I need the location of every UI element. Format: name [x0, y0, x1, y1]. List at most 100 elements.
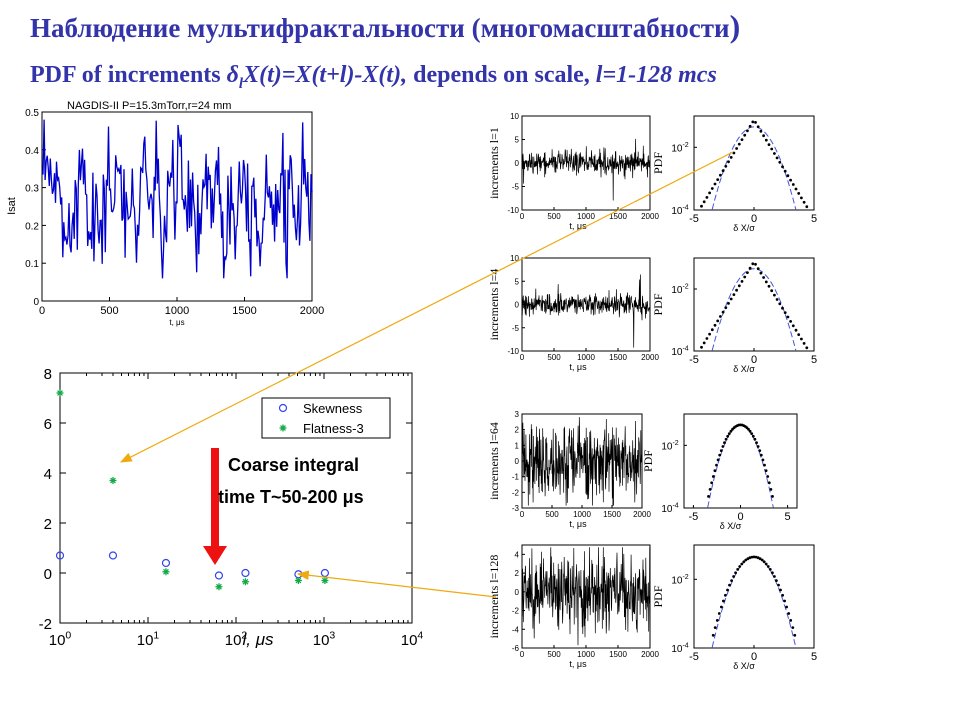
increment-xtick-label-2-4: 2000 [633, 510, 651, 519]
increment-ytick-label-2-5: 2 [515, 426, 520, 435]
pdf-point [783, 311, 787, 314]
skewness-point [320, 568, 330, 578]
pdf-point [773, 575, 776, 578]
pdf-point [738, 565, 742, 568]
increment-panel-label-0: increments l=1 [487, 127, 501, 199]
skewness-point [161, 558, 171, 568]
pdf-point [781, 306, 784, 310]
signal-title: NAGDIS-II P=15.3mTorr,r=24 mm [67, 100, 231, 112]
pdf-point [711, 475, 715, 478]
pdf-point [729, 297, 733, 301]
signal-ytick-label-4: 0.4 [25, 146, 39, 157]
pdf-point [727, 160, 730, 164]
moments-xtick-label-4: 104 [401, 629, 424, 649]
pdf-point [753, 437, 757, 441]
star-stroke [57, 390, 63, 396]
increment-xtick-label-0-0: 0 [520, 212, 525, 221]
pdf-point [746, 129, 749, 133]
pdf-point [756, 267, 760, 271]
star-stroke [242, 578, 249, 585]
increment-ytick-label-3-3: 0 [515, 588, 520, 597]
pdf-point [779, 588, 782, 592]
pdf-ytick-label-3-0: 10-2 [671, 574, 688, 587]
pdf-point [771, 571, 774, 575]
increment-xtick-label-0-4: 2000 [641, 212, 659, 221]
pdf-ytick-label-1-0: 10-2 [671, 284, 688, 297]
pdf-point [770, 147, 774, 151]
star-stroke [110, 477, 116, 484]
annotation-line-1: Coarse integral [228, 455, 360, 475]
legend-skew-marker [278, 403, 288, 413]
increment-ytick-label-0-2: 0 [515, 159, 520, 168]
signal-ytick-label-1: 0.1 [25, 259, 39, 270]
increment-series-line-2 [521, 417, 643, 506]
pdf-xtick-label-3-0: -5 [689, 651, 699, 663]
pdf-point [751, 262, 755, 266]
pdf-point [787, 612, 791, 615]
pdf-point [775, 298, 779, 301]
skewness-point [55, 551, 65, 560]
pdf-point [800, 337, 803, 341]
pdf-point [726, 588, 729, 592]
red-arrow-shaft [211, 448, 219, 548]
pdf-point [726, 434, 730, 438]
pdf-point [766, 565, 770, 568]
pdf-point [750, 432, 754, 435]
pdf-xtick-label-0-2: 5 [811, 213, 817, 225]
pdf-xtick-label-0-0: -5 [689, 213, 699, 225]
moments-legend: Skewness Flatness-3 [261, 397, 391, 439]
pdf-point [705, 196, 709, 199]
pdf-point [805, 205, 809, 209]
pdf-point [705, 337, 709, 340]
pdf-point [762, 134, 765, 138]
pdf-point [770, 289, 774, 293]
pdf-point [768, 568, 772, 571]
pdf-point [732, 575, 735, 578]
pdf-point [797, 192, 801, 195]
pdf-point [785, 605, 788, 609]
increment-xtick-label-3-1: 500 [547, 650, 561, 659]
pdf-point [805, 346, 809, 350]
pdf-xtick-label-1-1: 0 [751, 354, 757, 366]
increment-ytick-label-2-1: -2 [512, 488, 520, 497]
pdf-point [716, 458, 720, 462]
moments-xlabel: l, μs [242, 630, 274, 649]
increment-ytick-label-3-5: 4 [515, 550, 520, 559]
pdf-data-points-2 [707, 423, 774, 498]
star-stroke [163, 568, 169, 575]
pdf-point [710, 481, 714, 485]
moments-xtick-label-2: 102 [225, 629, 248, 649]
pdf-point [800, 196, 803, 200]
title-line-1-paren: ) [729, 8, 741, 44]
increment-xtick-label-2-3: 1500 [603, 510, 621, 519]
increment-ytick-label-3-1: -4 [512, 625, 520, 634]
title-line-1: Наблюдение мультифрактальности (многомас… [30, 8, 740, 45]
title-line-2-mid: X(t)=X(t+l)-X(t), [243, 62, 408, 88]
pdf-point [708, 488, 712, 491]
pdf-point [717, 612, 721, 615]
pdf-point [763, 463, 766, 467]
pdf-point [723, 441, 726, 445]
title-line-2-pre: PDF of increments [30, 62, 227, 88]
pdf-point [735, 288, 738, 292]
pdf-point [730, 579, 733, 582]
increment-panel-label-1: increments l=4 [487, 269, 501, 341]
pdf-point [755, 441, 758, 445]
pdf-point [737, 142, 741, 146]
arrow-to-flatness [119, 151, 734, 463]
star-stroke [280, 425, 286, 431]
pdf-xlabel-2: δ X/σ [720, 521, 742, 531]
pdf-point [773, 152, 776, 155]
pdf-data-points-1 [700, 262, 809, 350]
increment-xlabel-1: t, μs [569, 362, 587, 372]
pdf-xtick-label-2-2: 5 [785, 511, 791, 523]
pdf-xtick-label-1-0: -5 [689, 354, 699, 366]
pdf-xtick-label-3-2: 5 [811, 651, 817, 663]
pdf-point [754, 121, 757, 124]
pdf-point [742, 560, 746, 564]
increment-ytick-label-2-6: 3 [515, 410, 520, 419]
pdf-point [722, 599, 725, 603]
moments-ytick-label-5: 8 [44, 366, 52, 383]
skewness-point [214, 571, 224, 580]
pdf-point [734, 571, 737, 575]
